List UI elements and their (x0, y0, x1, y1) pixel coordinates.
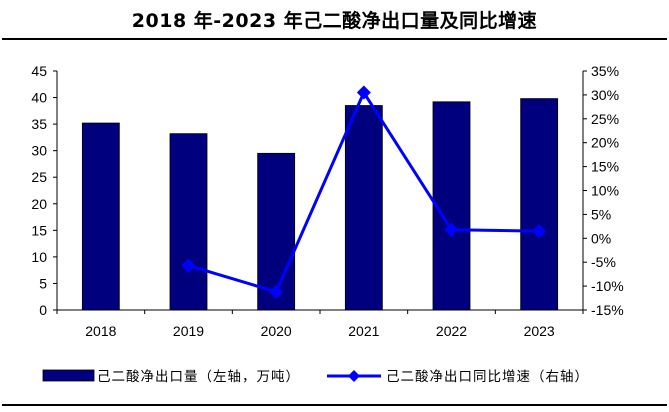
growth-marker-2019 (181, 258, 196, 273)
left-tick-label: 45 (31, 63, 47, 79)
chart-title: 2018 年-2023 年己二酸净出口量及同比增速 (131, 10, 538, 32)
bar-2022 (432, 101, 471, 311)
bar-2019 (169, 133, 208, 311)
left-tick-label: 30 (31, 143, 47, 159)
bars-layer (81, 98, 559, 311)
left-tick-label: 15 (31, 222, 47, 238)
title-underline (2, 38, 667, 40)
bar-2023 (520, 98, 559, 311)
legend-line-label: 己二酸净出口同比增速（右轴） (386, 369, 589, 385)
bottom-rule (2, 404, 667, 406)
axes-layer: 0 5 10 15 20 25 30 35 40 45 -15% -10% -5% 0% 5% 10% 15% 2… (31, 63, 623, 339)
legend-line-marker (348, 370, 360, 382)
right-tick-label: -5% (591, 254, 616, 270)
bar-2018 (81, 122, 120, 311)
left-tick-label: 35 (31, 116, 47, 132)
legend: 己二酸净出口量（左轴，万吨） 己二酸净出口同比增速（右轴） (42, 369, 589, 385)
left-tick-label: 5 (39, 275, 47, 291)
right-tick-label: 20% (591, 135, 619, 151)
x-tick-label: 2018 (85, 323, 116, 339)
right-tick-label: 0% (591, 230, 611, 246)
left-tick-label: 40 (31, 90, 47, 106)
left-tick-label: 20 (31, 196, 47, 212)
right-tick-label: 25% (591, 111, 619, 127)
bar-2020 (257, 152, 296, 311)
x-tick-label: 2019 (173, 323, 204, 339)
growth-marker-2020 (269, 284, 284, 299)
x-tick-label: 2020 (261, 323, 292, 339)
right-tick-label: 15% (591, 159, 619, 175)
left-tick-label: 25 (31, 169, 47, 185)
x-tick-label: 2023 (524, 323, 555, 339)
growth-marker-2021 (356, 85, 371, 100)
legend-bar-label: 己二酸净出口量（左轴，万吨） (97, 369, 300, 385)
x-tick-label: 2021 (348, 323, 379, 339)
right-tick-label: -15% (591, 302, 624, 318)
left-tick-label: 0 (39, 302, 47, 318)
x-tick-label: 2022 (436, 323, 467, 339)
growth-marker-2023 (532, 224, 547, 239)
left-tick-label: 10 (31, 249, 47, 265)
right-tick-label: 30% (591, 87, 619, 103)
right-tick-label: 35% (591, 63, 619, 79)
growth-marker-2022 (444, 222, 459, 237)
line-layer (181, 85, 547, 299)
right-tick-label: 10% (591, 183, 619, 199)
bar-2021 (344, 105, 383, 311)
legend-bar-swatch (42, 369, 95, 382)
right-tick-label: 5% (591, 206, 611, 222)
right-tick-label: -10% (591, 278, 624, 294)
